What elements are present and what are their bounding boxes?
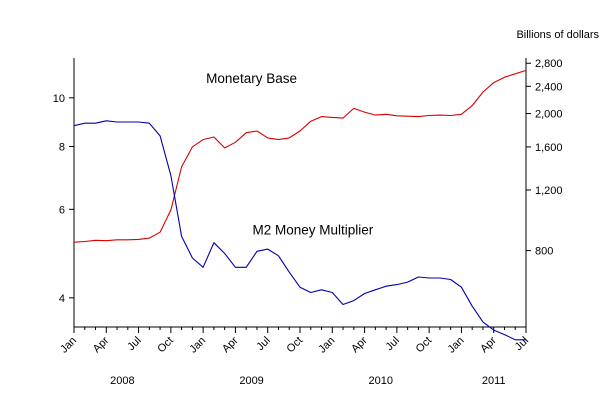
x-tick-label: Jul xyxy=(513,335,531,353)
x-axis: Jan Apr Jul Oct Jan Apr Jul Oct Jan Apr Jul Oct Jan A… xyxy=(58,327,531,387)
left-tick-label: 4 xyxy=(59,293,65,305)
x-tick-label: Oct xyxy=(285,335,306,356)
x-tick-label: Oct xyxy=(414,335,435,356)
monetary-base-label: Monetary Base xyxy=(206,71,297,86)
x-tick-label: Jul xyxy=(254,335,272,353)
x-tick-label: Oct xyxy=(155,335,176,356)
year-label: 2011 xyxy=(482,375,506,387)
right-tick-label: 1,200 xyxy=(535,185,563,197)
series-lines xyxy=(73,69,527,341)
annotations: Monetary Base M2 Money Multiplier xyxy=(206,71,374,237)
x-tick-label: Jan xyxy=(58,335,79,356)
x-tick-label: Apr xyxy=(91,334,112,355)
right-tick-label: 800 xyxy=(535,246,553,258)
left-tick-label: 6 xyxy=(59,204,65,216)
m2-money-multiplier-label: M2 Money Multiplier xyxy=(253,222,374,237)
year-label: 2008 xyxy=(110,375,134,387)
right-axis-unit-label: Billions of dollars xyxy=(516,29,599,41)
monetary-base-line xyxy=(73,69,527,243)
left-y-axis: 4 6 8 10 xyxy=(53,93,74,305)
x-tick-label: Jan xyxy=(316,335,337,356)
right-tick-label: 2,000 xyxy=(535,109,563,121)
x-tick-label: Apr xyxy=(478,334,499,355)
x-tick-label: Jul xyxy=(384,335,402,353)
x-tick-label: Jul xyxy=(125,335,143,353)
right-tick-label: 1,600 xyxy=(535,142,563,154)
year-label: 2010 xyxy=(368,375,392,387)
x-tick-label: Jan xyxy=(187,335,208,356)
x-tick-label: Apr xyxy=(220,334,241,355)
m2-money-multiplier-line xyxy=(73,120,526,341)
right-tick-label: 2,800 xyxy=(535,58,563,70)
left-tick-label: 10 xyxy=(53,93,65,105)
x-tick-label: Apr xyxy=(349,334,370,355)
right-tick-label: 2,400 xyxy=(535,81,563,93)
right-y-axis: 800 1,200 1,600 2,000 2,400 2,800 xyxy=(526,58,563,258)
left-tick-label: 8 xyxy=(59,142,65,154)
x-tick-label: Jan xyxy=(446,335,467,356)
year-label: 2009 xyxy=(239,375,263,387)
